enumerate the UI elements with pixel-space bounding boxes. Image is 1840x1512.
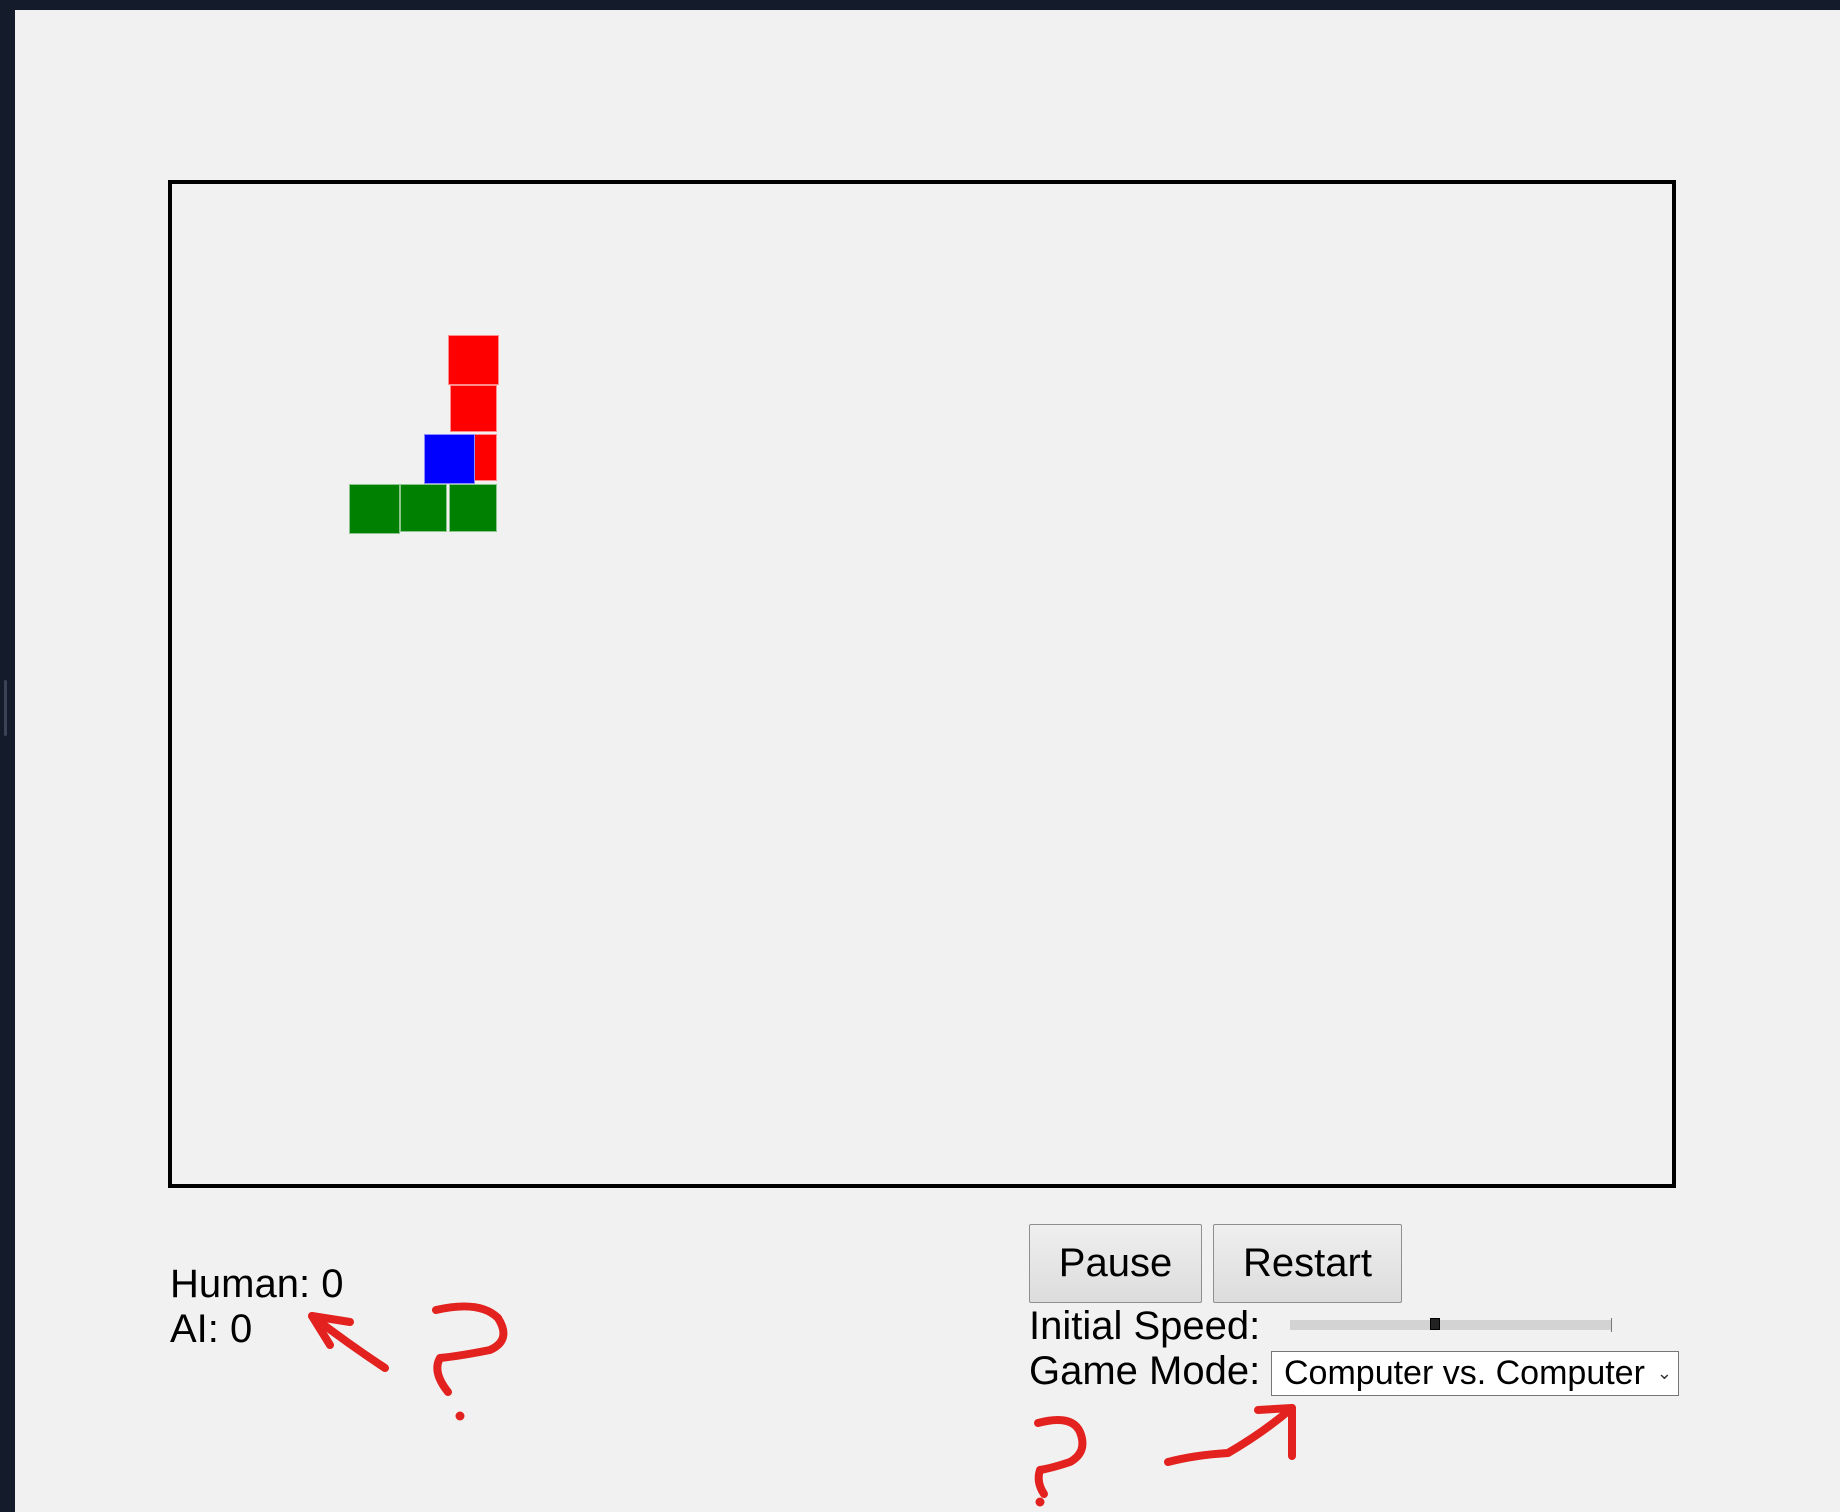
game-board bbox=[168, 180, 1676, 1188]
pause-button[interactable]: Pause bbox=[1029, 1224, 1202, 1303]
blue-snake-head bbox=[424, 434, 475, 484]
chevron-down-icon: ⌄ bbox=[1656, 1363, 1672, 1383]
red-snake-segment bbox=[448, 335, 499, 385]
slider-end-tick bbox=[1611, 1318, 1612, 1332]
human-score-label: Human: bbox=[170, 1262, 311, 1306]
resize-handle[interactable] bbox=[4, 680, 7, 736]
green-snake-segment bbox=[449, 484, 497, 532]
ai-score-label: AI: bbox=[170, 1307, 219, 1351]
ai-score: AI: 0 bbox=[170, 1307, 343, 1352]
restart-button[interactable]: Restart bbox=[1213, 1224, 1402, 1303]
green-snake-segment bbox=[349, 484, 400, 534]
game-mode-select[interactable]: Computer vs. Computer ⌄ bbox=[1271, 1351, 1679, 1396]
speed-label: Initial Speed: bbox=[1029, 1304, 1261, 1348]
speed-slider-thumb[interactable] bbox=[1430, 1318, 1440, 1330]
human-score: Human: 0 bbox=[170, 1262, 343, 1307]
scoreboard: Human: 0 AI: 0 bbox=[170, 1262, 343, 1352]
game-mode-selected: Computer vs. Computer bbox=[1284, 1354, 1645, 1392]
green-snake-segment bbox=[400, 484, 447, 532]
red-snake-segment bbox=[450, 385, 497, 432]
mode-label: Game Mode: bbox=[1029, 1349, 1261, 1393]
ai-score-value: 0 bbox=[230, 1307, 253, 1351]
human-score-value: 0 bbox=[321, 1262, 344, 1306]
speed-slider[interactable] bbox=[1290, 1318, 1612, 1332]
